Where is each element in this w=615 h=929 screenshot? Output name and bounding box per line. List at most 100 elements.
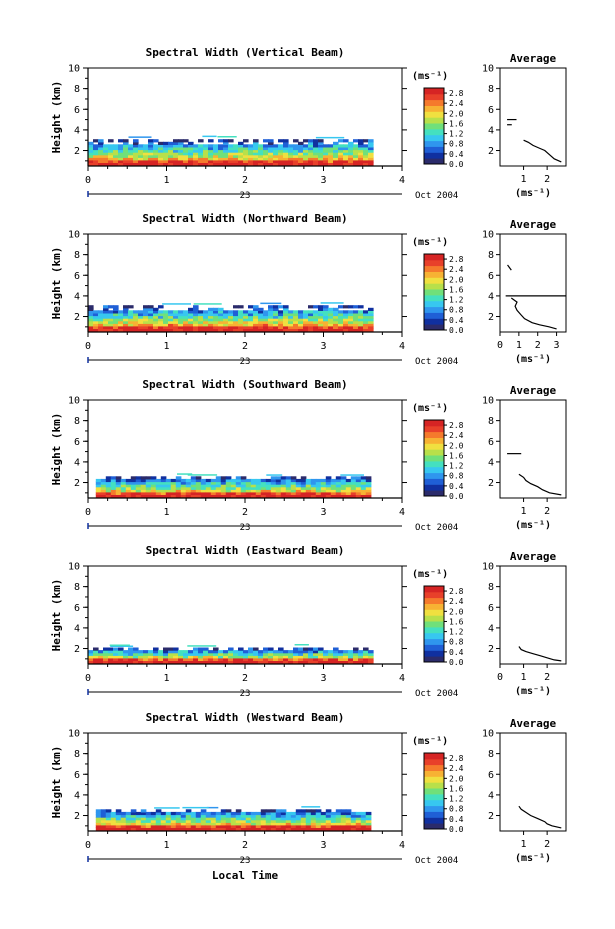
panel-4-cell [155, 809, 162, 813]
panel-1-cell [223, 310, 229, 314]
panel-1-cell [273, 305, 279, 309]
panel-1-cell [323, 307, 329, 311]
panel-4-cell [265, 811, 272, 816]
panel-1-cell [123, 325, 129, 329]
panel-4-cell [270, 824, 277, 828]
panel-0-cell [103, 144, 109, 148]
panel-2-cell [335, 481, 342, 485]
panel-2-cell [135, 491, 142, 495]
panel-0-cell [323, 152, 329, 156]
panel-1-cell [188, 315, 194, 319]
panel-2-cell [255, 491, 262, 495]
panel-3-cell [148, 657, 154, 661]
panel-0-cell [268, 152, 274, 156]
panel-4-colorbar-swatch [424, 758, 444, 766]
panel-4-cell [190, 827, 197, 831]
panel-1-cell [318, 323, 324, 327]
panel-4-cell [140, 822, 147, 826]
panel-1-cell [183, 325, 189, 329]
panel-3-cell [273, 657, 279, 661]
panel-4-cell [95, 814, 102, 818]
panel-0-cell [308, 146, 314, 151]
panel-0-xtick-label: 2 [242, 175, 248, 186]
panel-0-cell [173, 139, 179, 143]
panel-2-cell [245, 481, 252, 485]
panel-4-cell [165, 814, 172, 818]
panel-3-cell [243, 657, 249, 661]
panel-3-cell [158, 650, 164, 654]
panel-0-cell [283, 159, 289, 163]
panel-3-cell [348, 655, 354, 659]
panel-2-cell [310, 494, 317, 498]
panel-1-cell [113, 328, 119, 332]
panel-0-cell [128, 136, 152, 138]
panel-4-cell [175, 822, 182, 826]
panel-2-cell [360, 486, 367, 490]
panel-1-cell [113, 307, 119, 311]
panel-4-cell [115, 822, 122, 826]
panel-1-cell [238, 323, 244, 327]
panel-2-cell [265, 494, 272, 498]
panel-2-cell [155, 486, 162, 490]
panel-2-cell [215, 491, 222, 495]
panel-0-cell [338, 144, 344, 148]
panel-0-cell [223, 146, 229, 151]
panel-1-colorbar-swatch [424, 271, 444, 278]
panel-1-cell [88, 305, 94, 309]
panel-4-cell [325, 827, 332, 831]
panel-0-cell [193, 162, 199, 166]
panel-0-cell [288, 152, 294, 156]
panel-3-cell [163, 652, 169, 656]
panel-4-cell [360, 824, 367, 828]
panel-3-cell [198, 650, 204, 654]
panel-3-xtick-label: 4 [399, 673, 405, 684]
panel-1-cell [283, 305, 289, 309]
panel-1-cell [243, 310, 249, 314]
panel-0-cell [223, 149, 229, 153]
panel-2-cell [130, 491, 137, 495]
panel-4-colorbar-tick-label: 0.4 [449, 815, 464, 824]
panel-2-cell [95, 494, 102, 498]
panel-1-cell [98, 325, 104, 329]
panel-4-cell [100, 814, 107, 818]
panel-2-cell [270, 494, 277, 498]
panel-3-cell [308, 655, 314, 659]
panel-0-cell [248, 144, 254, 148]
panel-3-cell [288, 650, 294, 654]
panel-1-cell [178, 325, 184, 329]
panel-2-cell [325, 478, 332, 483]
panel-1-cell [188, 328, 194, 332]
panel-1-cell [303, 328, 309, 332]
panel-0-cell [263, 146, 269, 151]
panel-1-colorbar-swatch [424, 306, 444, 313]
panel-2-cell [135, 484, 142, 488]
panel-4-cell [310, 817, 317, 821]
panel-2-cell [155, 478, 162, 483]
panel-1-colorbar-frame [423, 253, 445, 331]
panel-1-cell [253, 307, 259, 311]
panel-1-cell [283, 310, 289, 314]
panel-1-cell [148, 328, 154, 332]
panel-1-cell [208, 320, 214, 324]
panel-2-cell [360, 481, 367, 485]
panel-2-cell [250, 494, 257, 498]
panel-3-cell [293, 650, 299, 654]
panel-2-cell [265, 481, 272, 485]
panel-0-cell [98, 162, 104, 166]
panel-1-cell [248, 323, 254, 327]
panel-1-cell [118, 320, 124, 324]
panel-1-cell [183, 328, 189, 332]
panel-3-cell [318, 652, 324, 656]
panel-4-cell [170, 824, 177, 828]
panel-4-cell [120, 819, 127, 823]
panel-2-cell [160, 489, 167, 493]
panel-1-cell [93, 323, 99, 327]
panel-4-cell [270, 819, 277, 823]
panel-4-cell [195, 824, 202, 828]
panel-0-cell [288, 149, 294, 153]
panel-0-cell [363, 157, 369, 161]
panel-3-cell [188, 650, 194, 654]
panel-1-cell [298, 328, 304, 332]
panel-0-cell [188, 141, 194, 145]
panel-0-cell [283, 152, 289, 156]
